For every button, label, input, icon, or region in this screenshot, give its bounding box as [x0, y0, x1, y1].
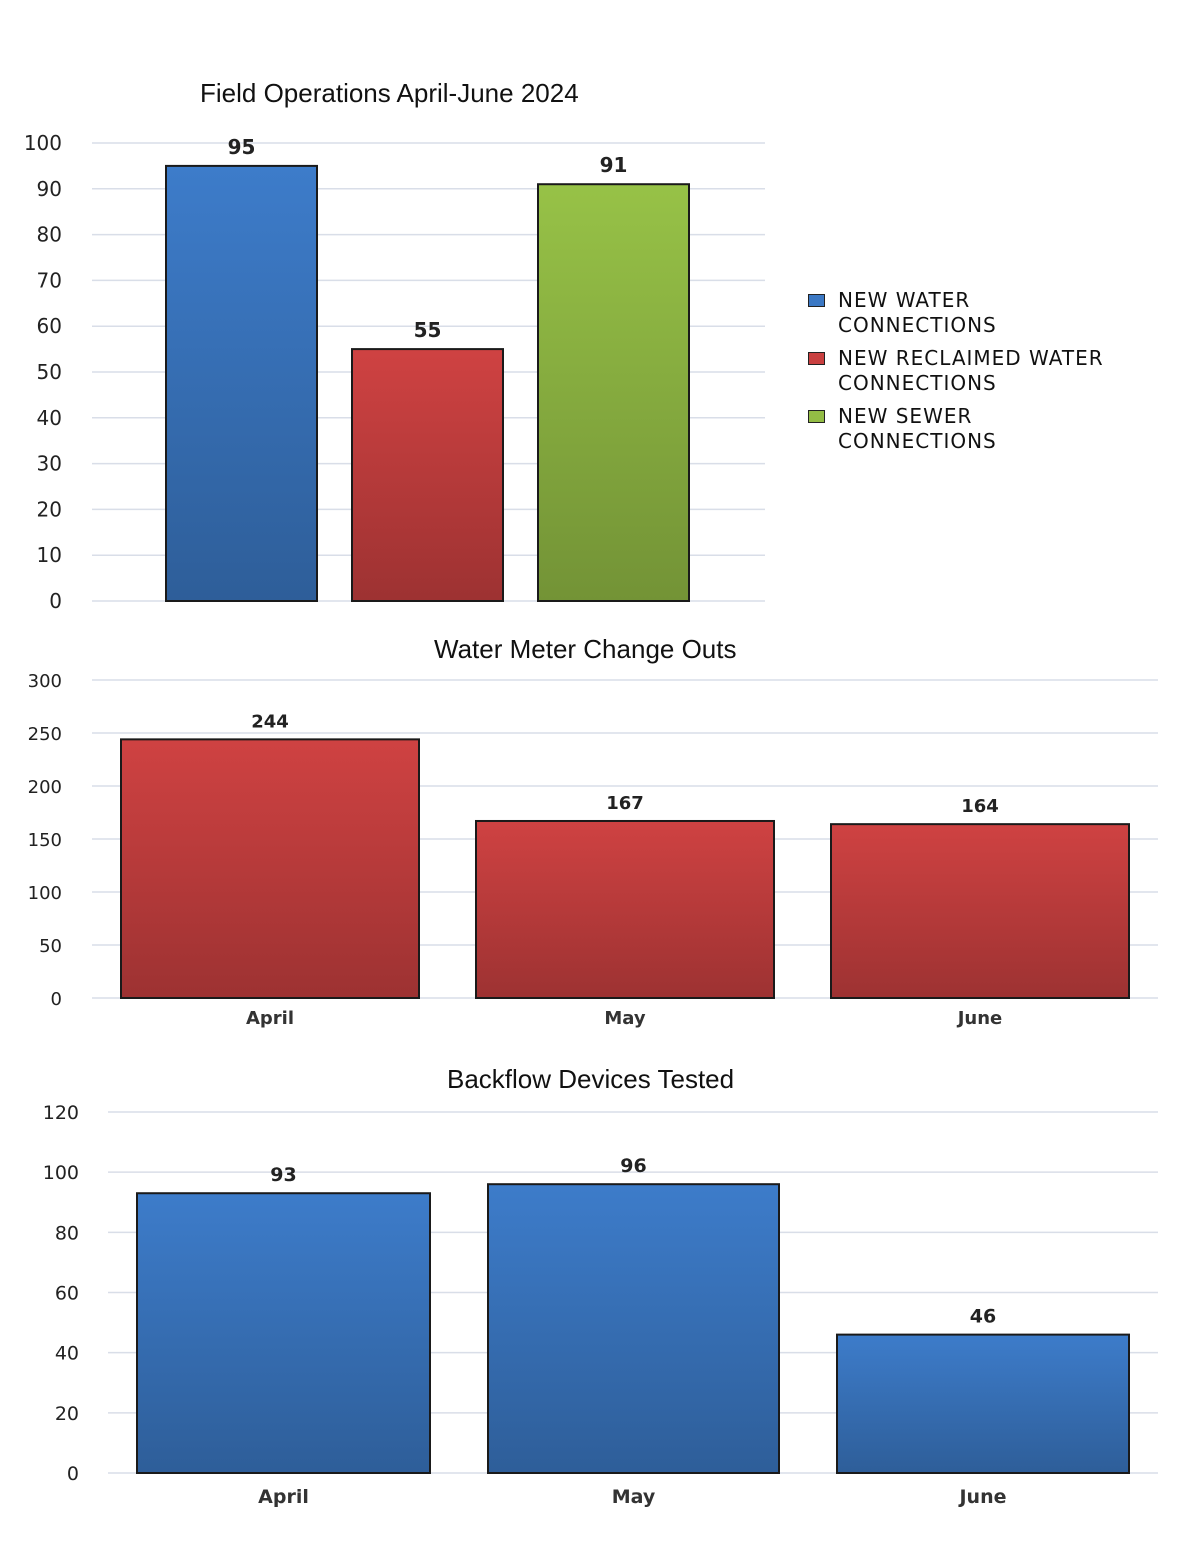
legend: NEW WATER CONNECTIONS NEW RECLAIMED WATE… [808, 288, 1198, 462]
y-tick-label: 30 [37, 452, 62, 476]
data-label: 167 [606, 793, 644, 814]
y-tick-label: 40 [37, 406, 62, 430]
y-tick-label: 250 [28, 724, 62, 745]
field-operations-chart: Field Operations April-June 2024 0 10 20 30… [0, 0, 1200, 620]
legend-label-line2: CONNECTIONS [838, 371, 997, 395]
legend-label-line2: CONNECTIONS [838, 313, 997, 337]
y-tick-label: 90 [37, 177, 62, 201]
y-tick-label: 40 [55, 1343, 79, 1365]
bar [537, 183, 690, 602]
legend-label-line1: NEW RECLAIMED WATER [838, 346, 1104, 370]
y-tick-label: 20 [37, 497, 62, 521]
x-tick-label: June [956, 1008, 1003, 1029]
bar [120, 738, 420, 999]
data-label: 91 [600, 153, 628, 177]
y-tick-label: 0 [49, 589, 62, 613]
legend-item-new-water: NEW WATER CONNECTIONS [808, 288, 1198, 338]
legend-swatch-blue [808, 294, 825, 307]
x-tick-label: May [612, 1486, 656, 1508]
data-label: 93 [270, 1164, 296, 1186]
y-tick-label: 50 [39, 936, 62, 957]
y-tick-label: 100 [24, 131, 62, 155]
chart-title: Backflow Devices Tested [447, 1064, 735, 1094]
legend-label-line1: NEW SEWER [838, 404, 973, 428]
field-operations-plot: 0 10 20 30 40 50 60 70 80 90 100 95 55 91 [24, 131, 765, 613]
bar [836, 1333, 1130, 1475]
data-label: 55 [414, 318, 442, 342]
x-tick-label: May [604, 1008, 646, 1029]
y-tick-label: 100 [43, 1162, 79, 1184]
y-tick-label: 60 [37, 314, 62, 338]
y-tick-label: 10 [37, 543, 62, 567]
y-tick-label: 60 [55, 1283, 79, 1305]
legend-item-new-reclaimed-water: NEW RECLAIMED WATER CONNECTIONS [808, 346, 1198, 396]
y-tick-label: 300 [28, 671, 62, 692]
y-tick-label: 200 [28, 777, 62, 798]
x-tick-label: June [957, 1486, 1006, 1508]
data-label: 164 [961, 796, 999, 817]
y-tick-label: 0 [51, 989, 62, 1010]
bar [830, 823, 1130, 999]
data-label: 244 [251, 711, 289, 732]
y-tick-label: 120 [43, 1102, 79, 1124]
legend-swatch-red [808, 352, 825, 365]
x-tick-label: April [246, 1008, 294, 1029]
y-tick-label: 70 [37, 268, 62, 292]
legend-label-line1: NEW WATER [838, 288, 971, 312]
y-tick-label: 50 [37, 360, 62, 384]
bar [487, 1183, 780, 1474]
chart-title: Field Operations April-June 2024 [200, 78, 579, 108]
bar [136, 1192, 431, 1474]
y-tick-label: 20 [55, 1403, 79, 1425]
legend-swatch-green [808, 410, 825, 423]
y-tick-label: 80 [55, 1222, 79, 1244]
y-tick-label: 150 [28, 830, 62, 851]
bar [475, 819, 775, 999]
legend-item-new-sewer: NEW SEWER CONNECTIONS [808, 404, 1198, 454]
chart-title: Water Meter Change Outs [434, 634, 737, 664]
y-tick-label: 80 [37, 223, 62, 247]
x-tick-label: April [258, 1486, 309, 1508]
y-tick-label: 100 [28, 883, 62, 904]
data-label: 46 [970, 1306, 996, 1328]
legend-label-line2: CONNECTIONS [838, 429, 997, 453]
y-tick-label: 0 [67, 1463, 79, 1485]
data-label: 96 [620, 1155, 646, 1177]
data-label: 95 [228, 135, 256, 159]
bar [351, 348, 504, 602]
bar [165, 164, 318, 602]
